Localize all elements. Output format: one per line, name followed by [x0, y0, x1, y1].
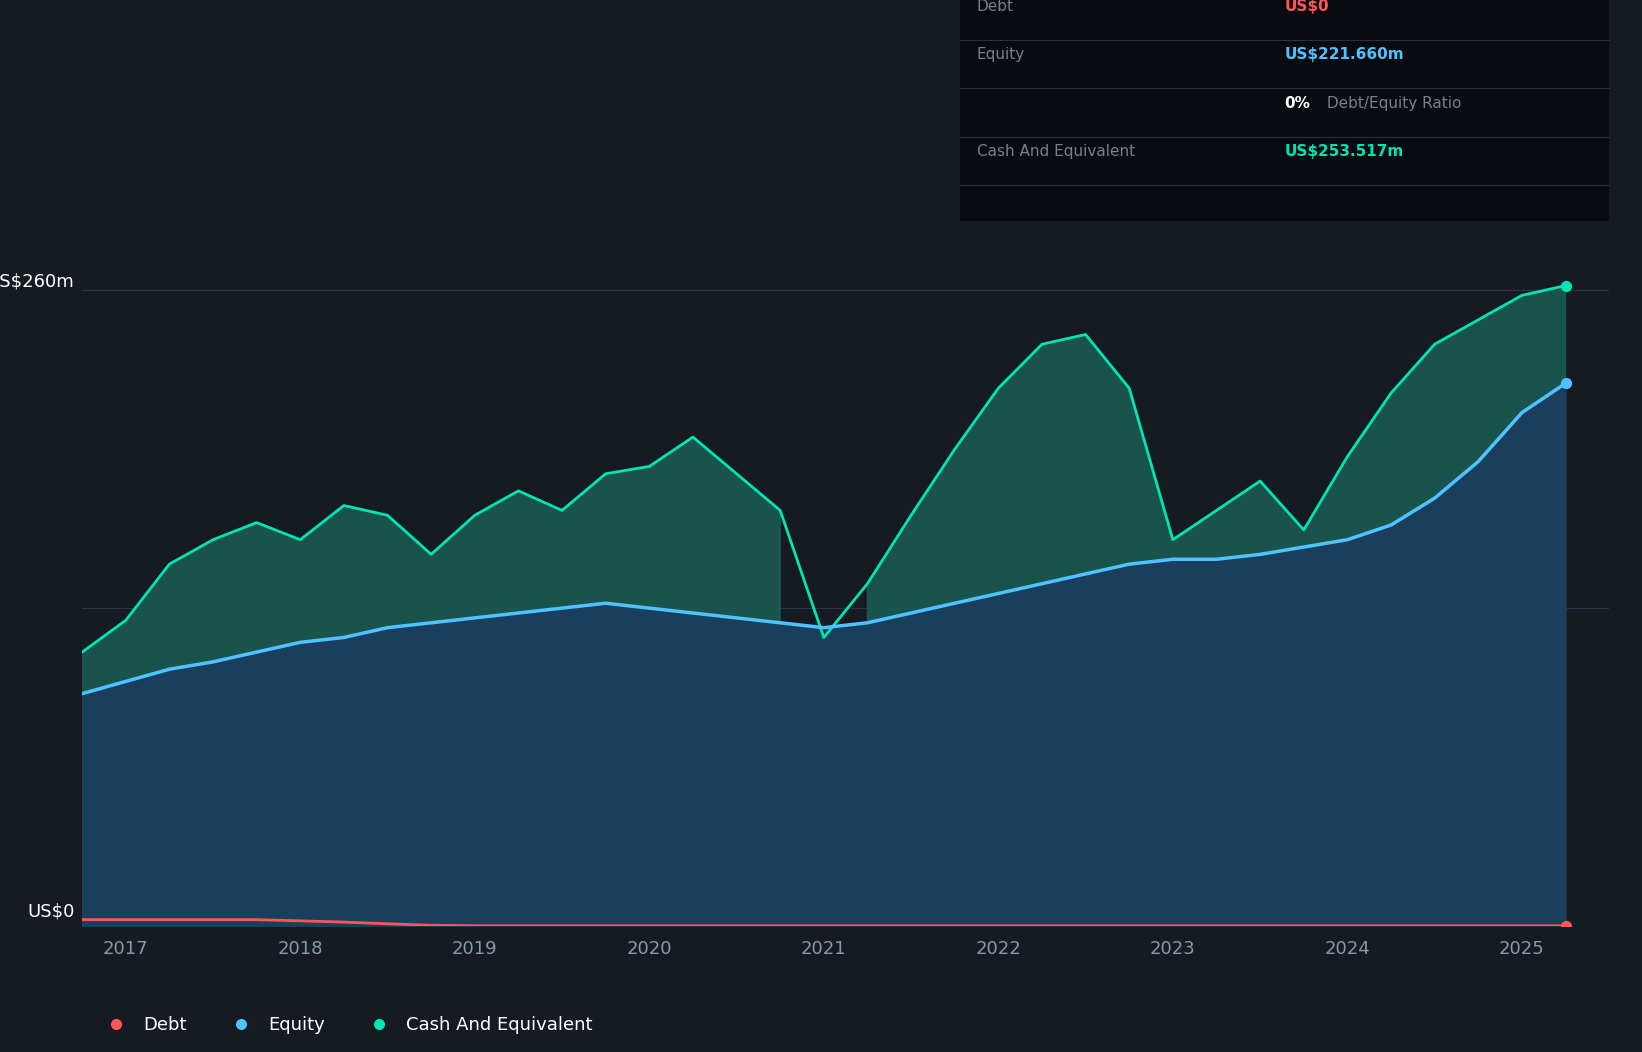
- Text: US$260m: US$260m: [0, 272, 74, 290]
- Text: US$221.660m: US$221.660m: [1284, 47, 1404, 62]
- Text: Equity: Equity: [977, 47, 1025, 62]
- Legend: Debt, Equity, Cash And Equivalent: Debt, Equity, Cash And Equivalent: [90, 1009, 599, 1041]
- Text: US$0: US$0: [1284, 0, 1330, 14]
- Point: [1552, 917, 1578, 934]
- Text: US$0: US$0: [26, 903, 74, 920]
- Text: 0%: 0%: [1284, 96, 1310, 110]
- Text: Debt: Debt: [977, 0, 1013, 14]
- Point: [1552, 375, 1578, 391]
- Text: Cash And Equivalent: Cash And Equivalent: [977, 144, 1135, 159]
- Text: Debt/Equity Ratio: Debt/Equity Ratio: [1322, 96, 1461, 110]
- Text: US$253.517m: US$253.517m: [1284, 144, 1404, 159]
- Point: [1552, 277, 1578, 294]
